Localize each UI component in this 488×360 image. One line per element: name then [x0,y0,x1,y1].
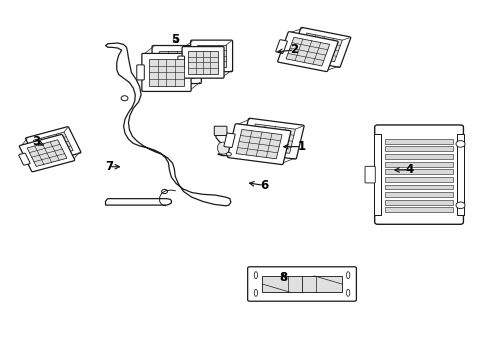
FancyBboxPatch shape [224,133,235,148]
FancyBboxPatch shape [374,125,463,224]
Polygon shape [217,142,229,154]
Bar [33,132,73,159]
Text: 1: 1 [297,140,305,153]
FancyBboxPatch shape [240,118,304,159]
FancyBboxPatch shape [142,53,191,91]
FancyBboxPatch shape [456,134,463,215]
Bar [384,207,452,212]
FancyBboxPatch shape [290,27,350,67]
FancyBboxPatch shape [364,166,374,183]
FancyBboxPatch shape [25,127,81,164]
FancyBboxPatch shape [182,46,224,78]
FancyBboxPatch shape [152,45,201,84]
Circle shape [455,141,464,147]
FancyBboxPatch shape [20,135,75,172]
Bar [384,192,452,197]
Circle shape [455,202,464,209]
FancyBboxPatch shape [137,65,144,80]
Text: 7: 7 [104,160,113,173]
Bar [196,45,226,67]
Bar [384,185,452,189]
FancyBboxPatch shape [214,126,226,135]
Bar [384,177,452,182]
Circle shape [121,96,128,101]
Circle shape [226,152,231,156]
Text: 6: 6 [259,179,267,192]
Text: 3: 3 [32,135,40,148]
Bar [236,130,282,159]
Bar [384,162,452,167]
Polygon shape [215,131,233,156]
Circle shape [161,189,167,194]
Text: 2: 2 [289,43,298,56]
Bar [285,37,329,66]
Ellipse shape [346,272,349,279]
Ellipse shape [254,272,257,279]
Bar [384,147,452,152]
FancyBboxPatch shape [190,40,232,72]
Bar [298,33,342,62]
Ellipse shape [346,289,349,296]
FancyBboxPatch shape [227,124,290,165]
Text: 4: 4 [405,163,412,176]
Ellipse shape [254,289,257,296]
Bar [262,276,341,292]
FancyBboxPatch shape [247,267,356,301]
Bar [384,154,452,159]
FancyBboxPatch shape [277,32,337,72]
Text: 8: 8 [279,271,287,284]
Bar [188,51,218,73]
FancyBboxPatch shape [373,134,380,215]
Bar [249,124,295,153]
FancyBboxPatch shape [19,153,30,165]
Bar [384,169,452,174]
Bar [384,200,452,204]
FancyBboxPatch shape [275,40,287,53]
FancyBboxPatch shape [178,56,184,69]
Polygon shape [105,43,230,206]
Bar [148,59,183,86]
Polygon shape [105,199,171,205]
Bar [384,139,452,144]
Bar [159,51,194,78]
Text: 5: 5 [171,32,179,46]
Bar [27,140,67,166]
